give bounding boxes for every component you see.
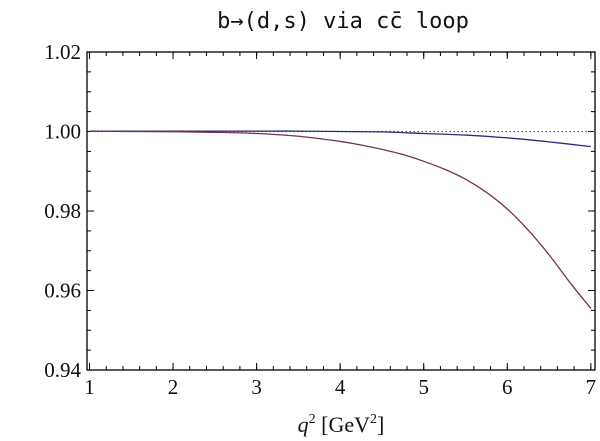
series-line-2 [89, 130, 592, 309]
x-axis-label: q2 [GeV2] [298, 412, 385, 437]
x-axis-label-base: q [298, 412, 309, 437]
chart-title: b→(d,s) via cc̄ loop [217, 9, 469, 34]
series-line-1 [89, 130, 591, 148]
x-axis-label-close: ] [377, 412, 384, 437]
x-axis-label-sup: 2 [309, 412, 316, 427]
y-tick-label: 1.02 [44, 40, 81, 64]
x-tick-label: 1 [84, 375, 95, 399]
y-tick-label: 0.98 [44, 199, 81, 223]
x-tick-label: 4 [335, 375, 346, 399]
x-axis-label-unit: [GeV [316, 412, 370, 437]
x-tick-label: 2 [168, 375, 179, 399]
x-tick-label: 3 [251, 375, 262, 399]
plot-frame [86, 51, 596, 371]
y-axis: 0.94 0.96 0.98 1.00 1.02 [44, 40, 595, 382]
x-axis: 1 2 3 4 5 6 7 [84, 52, 596, 399]
y-tick-label: 1.00 [44, 120, 81, 144]
x-tick-label: 6 [502, 375, 513, 399]
series-layer [89, 130, 595, 309]
x-tick-label: 7 [586, 375, 597, 399]
x-axis-label-unit-sup: 2 [370, 412, 377, 427]
y-tick-label: 0.94 [44, 358, 81, 382]
y-tick-label: 0.96 [44, 279, 81, 303]
x-tick-label: 5 [418, 375, 429, 399]
